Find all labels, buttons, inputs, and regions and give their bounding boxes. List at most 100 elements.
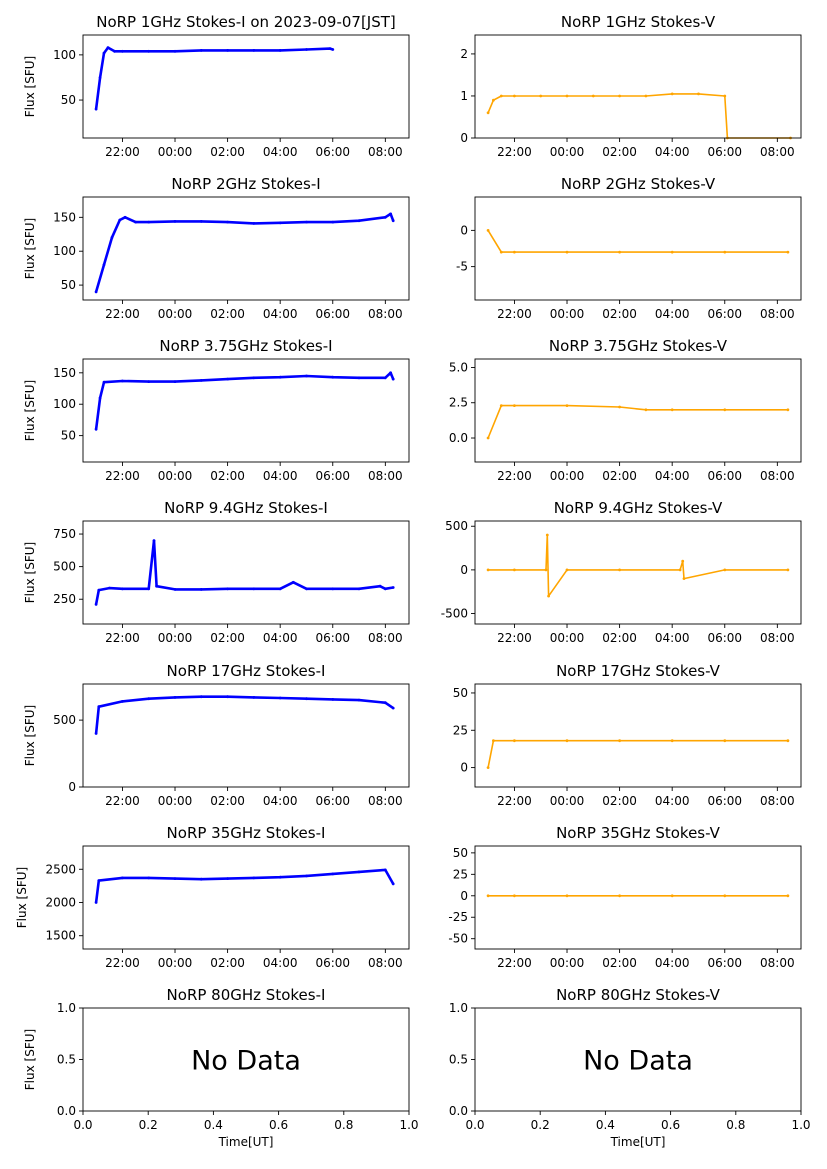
data-point (102, 51, 106, 55)
data-point (305, 48, 308, 51)
x-tick-label: 08:00 (760, 631, 795, 645)
data-point (670, 250, 674, 254)
y-tick-label: 50 (61, 93, 76, 107)
data-point (697, 92, 700, 96)
data-point (226, 220, 230, 224)
series-line (94, 539, 394, 605)
data-point (786, 568, 790, 572)
x-tick-label: 00:00 (158, 631, 193, 645)
data-point (513, 894, 516, 898)
y-tick-label: 0 (460, 131, 468, 145)
data-point (226, 587, 230, 591)
data-point (383, 215, 387, 219)
data-point (565, 739, 569, 743)
x-tick-label: 02:00 (210, 956, 245, 970)
series-line (487, 93, 791, 139)
data-point (492, 739, 495, 743)
x-tick-label: 22:00 (497, 469, 532, 483)
no-data-label: No Data (191, 1046, 301, 1077)
x-tick-label: 08:00 (760, 469, 795, 483)
data-point (565, 894, 569, 898)
data-point (106, 46, 110, 49)
series-line (487, 229, 788, 253)
y-tick-label: 50 (61, 429, 76, 443)
y-axis-label: Flux [SFU] (23, 1029, 37, 1090)
data-point (618, 250, 621, 254)
y-tick-label: 1500 (45, 929, 76, 943)
data-point (786, 250, 790, 254)
x-tick-label: 0.0 (465, 1118, 484, 1132)
data-point (644, 408, 648, 412)
data-point (252, 876, 256, 880)
data-point (670, 739, 674, 743)
x-tick-label: 08:00 (368, 956, 403, 970)
data-point (389, 371, 392, 375)
data-point (173, 877, 177, 880)
data-point (199, 877, 203, 881)
data-point (199, 49, 203, 52)
y-tick-label: 25 (453, 723, 468, 737)
x-tick-label: 0.0 (73, 1118, 92, 1132)
y-axis-label: Flux [SFU] (15, 867, 29, 928)
x-tick-label: 02:00 (602, 307, 637, 321)
y-axis-label: Flux [SFU] (23, 380, 37, 441)
data-point (681, 559, 685, 563)
y-tick-label: 0.5 (57, 1053, 76, 1067)
data-point (618, 94, 621, 98)
data-point (252, 222, 256, 225)
x-tick-label: 02:00 (602, 145, 637, 159)
chart-title: NoRP 9.4GHz Stokes-V (554, 499, 723, 517)
data-point (278, 49, 282, 52)
x-tick-label: 04:00 (263, 307, 298, 321)
x-tick-label: 0.4 (596, 1118, 615, 1132)
y-tick-label: 0.0 (449, 431, 468, 445)
data-point (252, 587, 256, 591)
x-tick-label: 02:00 (602, 794, 637, 808)
x-tick-label: 22:00 (497, 145, 532, 159)
data-point (383, 587, 387, 591)
x-tick-label: 08:00 (368, 145, 403, 159)
series-line (94, 212, 395, 293)
axes-frame (82, 683, 410, 788)
series-line (94, 371, 395, 430)
data-point (331, 698, 335, 701)
data-point (305, 874, 308, 878)
data-point (786, 408, 790, 412)
data-point (723, 94, 727, 98)
x-tick-label: 22:00 (497, 307, 532, 321)
chart-4-stokes-v: NoRP 9.4GHz Stokes-V -500 0 500 22:00 00:00 02… (441, 499, 802, 645)
data-point (173, 588, 177, 591)
x-tick-label: 08:00 (760, 307, 795, 321)
data-point (97, 705, 101, 709)
data-point (331, 375, 335, 379)
chart-5-stokes-v: NoRP 17GHz Stokes-V 0 25 50 22:00 00:00 02:00 0… (453, 662, 802, 808)
series-line (487, 404, 788, 439)
chart-title: NoRP 1GHz Stokes-V (561, 13, 716, 31)
chart-1-stokes-i: NoRP 1GHz Stokes-I on 2023-09-07[JST] 50 1… (23, 13, 410, 159)
data-point (499, 94, 503, 98)
x-tick-label: 04:00 (263, 956, 298, 970)
data-point (486, 111, 490, 115)
data-point (644, 94, 648, 98)
data-point (513, 250, 516, 254)
data-point (278, 375, 282, 379)
data-point (305, 220, 308, 224)
y-axis-label: Flux [SFU] (23, 705, 37, 766)
data-point (357, 587, 361, 591)
data-point (147, 876, 151, 880)
x-tick-label: 08:00 (760, 794, 795, 808)
data-point (113, 49, 116, 53)
data-point (147, 220, 151, 224)
x-tick-label: 02:00 (210, 631, 245, 645)
data-point (383, 376, 387, 380)
y-tick-label: 500 (53, 560, 76, 574)
x-tick-label: 00:00 (550, 469, 585, 483)
data-point (226, 695, 230, 699)
data-point (591, 94, 595, 98)
data-point (682, 577, 686, 580)
data-point (147, 380, 151, 383)
x-tick-label: 08:00 (760, 145, 795, 159)
data-point (499, 404, 503, 407)
y-tick-label: 250 (53, 592, 76, 606)
